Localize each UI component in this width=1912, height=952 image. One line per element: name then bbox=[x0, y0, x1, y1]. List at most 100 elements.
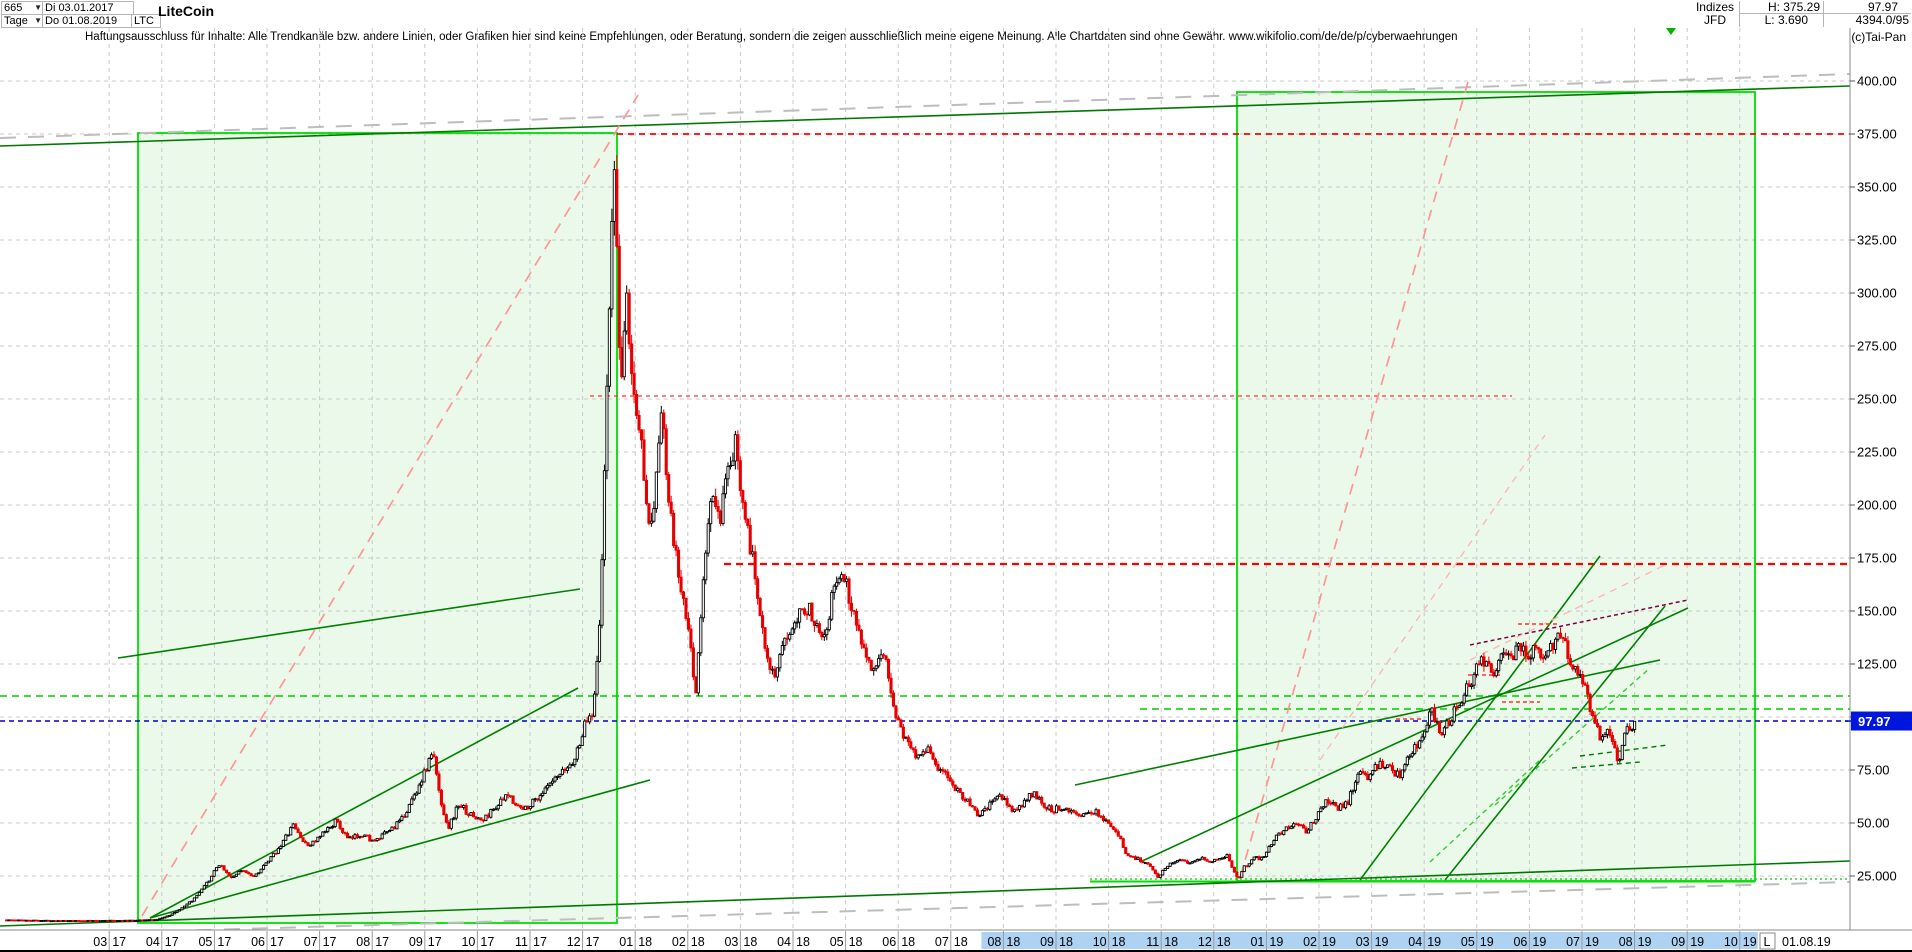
candle bbox=[901, 723, 905, 742]
candle bbox=[1450, 719, 1454, 727]
candle bbox=[1166, 865, 1170, 869]
svg-text:19: 19 bbox=[1427, 935, 1441, 949]
candle bbox=[783, 637, 787, 651]
candle bbox=[1356, 772, 1360, 785]
candle bbox=[452, 816, 456, 821]
svg-text:50.00: 50.00 bbox=[1857, 816, 1890, 831]
candle bbox=[1544, 651, 1548, 661]
svg-text:400.00: 400.00 bbox=[1857, 74, 1897, 89]
candle bbox=[200, 888, 204, 894]
candle bbox=[131, 919, 135, 922]
candle bbox=[44, 919, 48, 922]
candle bbox=[1512, 655, 1516, 661]
candle bbox=[664, 424, 668, 481]
svg-text:05: 05 bbox=[1461, 935, 1475, 949]
candle bbox=[1413, 741, 1417, 756]
candle bbox=[805, 610, 809, 620]
svg-text:19: 19 bbox=[1532, 935, 1546, 949]
svg-text:18: 18 bbox=[1112, 935, 1126, 949]
candle bbox=[1487, 656, 1491, 667]
candle bbox=[1193, 859, 1197, 863]
candle bbox=[1553, 637, 1558, 654]
svg-text:17: 17 bbox=[586, 935, 600, 949]
candle bbox=[474, 816, 478, 820]
svg-text:04: 04 bbox=[146, 935, 160, 949]
symbol-field[interactable]: LTC bbox=[131, 14, 161, 28]
candle bbox=[1336, 805, 1340, 812]
candle bbox=[52, 920, 56, 923]
period-value: Tage bbox=[4, 15, 28, 27]
x-axis-highlight-band[interactable] bbox=[981, 932, 1758, 949]
candle bbox=[1205, 858, 1209, 862]
candle bbox=[1418, 739, 1422, 750]
candle bbox=[993, 797, 997, 802]
period-dropdown[interactable]: Tage ▼ bbox=[1, 14, 45, 28]
candle bbox=[1316, 811, 1320, 822]
candle bbox=[1264, 851, 1269, 858]
candle bbox=[1613, 738, 1617, 749]
trend-line bbox=[1359, 555, 1601, 881]
candle bbox=[224, 869, 229, 874]
svg-text:04: 04 bbox=[777, 935, 791, 949]
candle bbox=[884, 655, 888, 662]
candle bbox=[150, 919, 154, 922]
candle bbox=[37, 919, 41, 922]
candle bbox=[513, 802, 518, 806]
svg-text:18: 18 bbox=[901, 935, 915, 949]
x-axis-month-label: 10 18 bbox=[1093, 931, 1126, 950]
candle bbox=[677, 546, 681, 584]
candle bbox=[568, 762, 572, 769]
candle bbox=[1099, 814, 1103, 819]
candle bbox=[1121, 837, 1125, 848]
svg-text:18: 18 bbox=[638, 935, 652, 949]
candle bbox=[887, 658, 891, 682]
date-to-field[interactable]: Do 01.08.2019 bbox=[42, 14, 134, 28]
candle bbox=[1442, 725, 1446, 738]
candle bbox=[390, 826, 394, 831]
trend-line bbox=[1239, 74, 1471, 879]
candle bbox=[494, 806, 498, 811]
candle bbox=[746, 518, 750, 529]
y-axis-tick-label: 325.00 bbox=[1850, 233, 1897, 248]
gridline-layer bbox=[0, 28, 1850, 929]
candle bbox=[1608, 725, 1612, 738]
candle bbox=[405, 810, 409, 818]
candle bbox=[938, 767, 942, 774]
candle bbox=[148, 919, 152, 922]
svg-text:11: 11 bbox=[515, 935, 528, 949]
y-axis-tick-label: 50.00 bbox=[1850, 816, 1890, 831]
candle bbox=[867, 656, 871, 664]
candle bbox=[471, 810, 476, 818]
candle bbox=[286, 834, 290, 837]
candle bbox=[1000, 794, 1004, 801]
candle bbox=[667, 471, 671, 507]
x-axis-month-label: 08 17 bbox=[356, 931, 389, 950]
candle bbox=[684, 597, 688, 621]
candle bbox=[489, 808, 493, 819]
candle bbox=[691, 642, 695, 681]
trend-channel-box bbox=[138, 133, 617, 923]
candle bbox=[111, 919, 115, 922]
candle bbox=[820, 630, 824, 641]
candle bbox=[1200, 855, 1204, 860]
candle bbox=[578, 744, 582, 749]
candle bbox=[1190, 860, 1194, 864]
candle bbox=[1371, 769, 1375, 777]
svg-text:150.00: 150.00 bbox=[1857, 604, 1897, 619]
svg-text:175.00: 175.00 bbox=[1857, 551, 1897, 566]
candle bbox=[1173, 860, 1177, 865]
svg-text:10: 10 bbox=[461, 935, 475, 949]
candle bbox=[234, 873, 238, 877]
candle bbox=[588, 713, 592, 725]
candle bbox=[1344, 800, 1348, 810]
x-axis-month-label: 01 18 bbox=[619, 931, 652, 950]
date-from-field[interactable]: Di 03.01.2017 bbox=[42, 1, 134, 15]
candle bbox=[1134, 855, 1138, 861]
y-axis-tick-label: 275.00 bbox=[1850, 339, 1897, 354]
candle bbox=[990, 799, 994, 805]
svg-text:09: 09 bbox=[1040, 935, 1054, 949]
candle bbox=[197, 892, 201, 896]
trend-line bbox=[1571, 761, 1641, 769]
candle bbox=[830, 589, 834, 622]
